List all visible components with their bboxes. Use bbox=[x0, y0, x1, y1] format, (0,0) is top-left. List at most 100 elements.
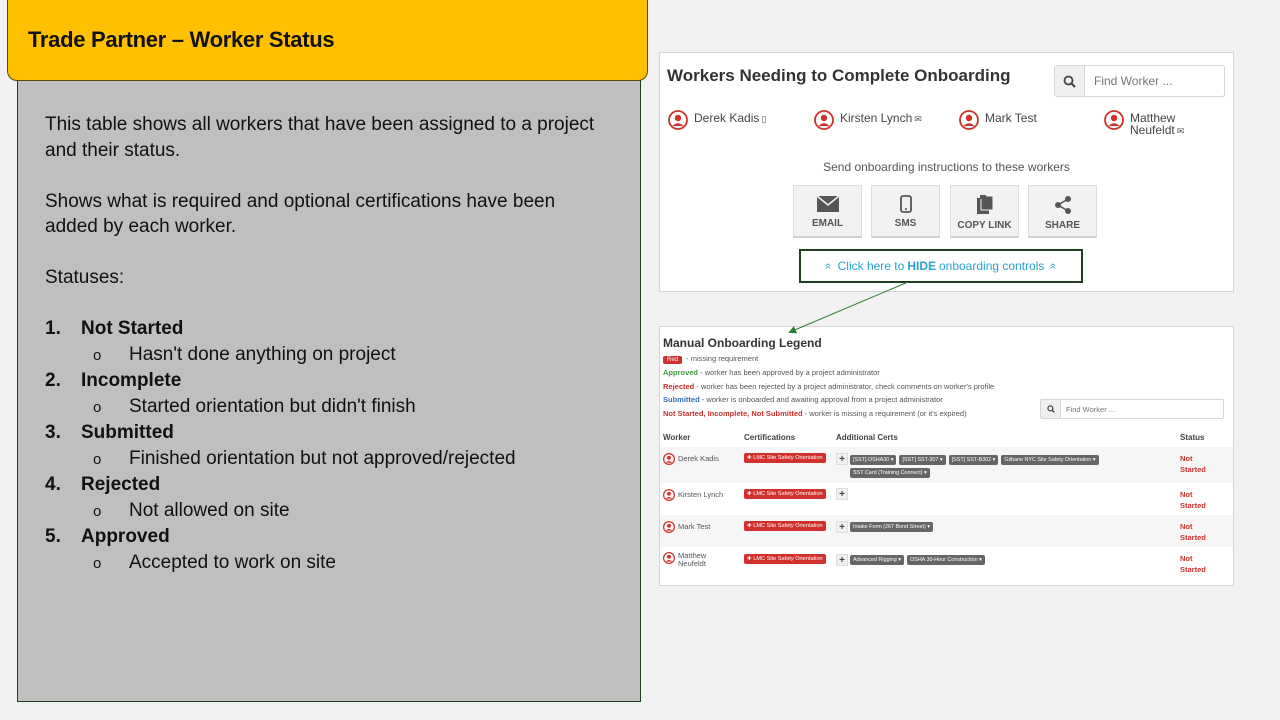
worker-name: Mark Test bbox=[985, 111, 1037, 125]
legend-rejected: Rejected - worker has been rejected by a… bbox=[663, 382, 995, 391]
clipboard-icon bbox=[976, 195, 993, 214]
column-header-status: Status bbox=[1180, 433, 1205, 442]
worker-derek-kadis[interactable]: Derek Kadis ▯ bbox=[668, 110, 766, 130]
legend-title: Manual Onboarding Legend bbox=[663, 336, 822, 350]
send-instructions-label: Send onboarding instructions to these wo… bbox=[823, 160, 1070, 174]
onboarding-controls-panel: Workers Needing to Complete Onboarding D… bbox=[659, 52, 1234, 292]
cert-tag[interactable]: OSHA 30-Hour Construction ▾ bbox=[906, 555, 985, 565]
mobile-icon: ▯ bbox=[761, 114, 767, 124]
table-row: Kirsten Lynch ✚ LMC Site Safety Orientat… bbox=[660, 483, 1233, 515]
share-button[interactable]: SHARE bbox=[1028, 185, 1097, 238]
worker-mark-test[interactable]: Mark Test bbox=[959, 110, 1037, 130]
column-header-certifications: Certifications bbox=[744, 433, 796, 442]
search-icon[interactable] bbox=[1055, 66, 1085, 96]
envelope-icon bbox=[815, 195, 840, 212]
add-cert-button[interactable]: + bbox=[836, 488, 848, 500]
status-item: 2. Incomplete bbox=[45, 370, 182, 391]
worker-matthew-neufeldt[interactable]: Matthew Neufeldt ✉ bbox=[1104, 110, 1184, 137]
add-cert-button[interactable]: + bbox=[836, 453, 848, 465]
status-cell: Not Started bbox=[1180, 454, 1206, 474]
status-desc: o Started orientation but didn't finish bbox=[93, 395, 416, 417]
find-worker-input[interactable] bbox=[1085, 66, 1224, 96]
worker-cell[interactable]: Matthew bbox=[663, 552, 706, 564]
cert-tag[interactable]: [SST] SST-307 ▾ bbox=[899, 455, 946, 465]
table-row: Matthew Neufeldt ✚ LMC Site Safety Orien… bbox=[660, 547, 1233, 583]
required-cert-badge[interactable]: ✚ LMC Site Safety Orientation bbox=[744, 521, 826, 531]
user-avatar-icon bbox=[663, 552, 675, 564]
worker-kirsten-lynch[interactable]: Kirsten Lynch ✉ bbox=[814, 110, 922, 130]
cert-tag[interactable]: Gilbane NYC Site Safety Orientation ▾ bbox=[1001, 455, 1099, 465]
double-chevron-up-icon: » bbox=[1047, 262, 1060, 270]
required-cert-badge[interactable]: ✚ LMC Site Safety Orientation bbox=[744, 554, 826, 564]
mobile-phone-icon bbox=[899, 195, 912, 213]
user-avatar-icon bbox=[663, 521, 675, 533]
sms-button[interactable]: SMS bbox=[871, 185, 940, 238]
worker-name: Matthew Neufeldt ✉ bbox=[1130, 111, 1185, 137]
add-cert-button[interactable]: + bbox=[836, 554, 848, 566]
worker-name: Derek Kadis ▯ bbox=[694, 111, 767, 125]
description-panel: This table shows all workers that have b… bbox=[17, 78, 641, 702]
add-cert-button[interactable]: + bbox=[836, 521, 848, 533]
find-worker-input-table[interactable] bbox=[1061, 400, 1223, 418]
find-worker-box bbox=[1054, 65, 1225, 97]
legend-red: Red - missing requirement bbox=[663, 354, 758, 364]
status-item: 4. Rejected bbox=[45, 474, 161, 495]
legend-submitted: Submitted - worker is onboarded and awai… bbox=[663, 395, 943, 404]
worker-cell[interactable]: Derek Kadis bbox=[663, 453, 719, 465]
copy-link-button[interactable]: COPY LINK bbox=[950, 185, 1019, 238]
user-avatar-icon bbox=[663, 489, 675, 501]
status-label: Rejected bbox=[81, 474, 161, 495]
worker-cell[interactable]: Mark Test bbox=[663, 521, 710, 533]
slide-title-bar: Trade Partner – Worker Status bbox=[7, 0, 648, 81]
status-cell: Not Started bbox=[1180, 490, 1206, 510]
column-header-additional-certs: Additional Certs bbox=[836, 433, 898, 442]
table-row: Mark Test ✚ LMC Site Safety Orientation … bbox=[660, 515, 1233, 547]
legend-approved: Approved - worker has been approved by a… bbox=[663, 368, 880, 377]
column-header-worker: Worker bbox=[663, 433, 691, 442]
share-icon bbox=[1054, 196, 1071, 214]
status-label: Not Started bbox=[81, 318, 184, 339]
search-icon[interactable] bbox=[1041, 400, 1061, 418]
cert-tag[interactable]: Advanced Rigging ▾ bbox=[850, 555, 904, 565]
worker-name: Kirsten Lynch ✉ bbox=[840, 111, 922, 125]
onboarding-title: Workers Needing to Complete Onboarding bbox=[667, 66, 1011, 85]
status-item: 3. Submitted bbox=[45, 422, 174, 443]
cert-tag[interactable]: Intake Form (267 Bond Street) ▾ bbox=[850, 522, 934, 532]
status-label: Incomplete bbox=[81, 370, 182, 391]
status-item: 5. Approved bbox=[45, 526, 170, 547]
status-desc: o Finished orientation but not approved/r… bbox=[93, 447, 516, 469]
additional-certs: [SST] OSHA30 ▾ [SST] SST-307 ▾ [SST] SST… bbox=[850, 455, 1170, 478]
manual-onboarding-panel: Manual Onboarding Legend Red - missing r… bbox=[659, 326, 1234, 586]
hide-onboarding-controls-link[interactable]: » Click here to HIDE onboarding controls » bbox=[799, 249, 1083, 283]
user-avatar-icon bbox=[668, 110, 688, 130]
additional-certs: Advanced Rigging ▾ OSHA 30-Hour Construc… bbox=[850, 555, 1170, 565]
cert-tag[interactable]: SST Card (Training Connect) ▾ bbox=[850, 468, 930, 478]
required-cert-badge[interactable]: ✚ LMC Site Safety Orientation bbox=[744, 453, 826, 463]
find-worker-box-table bbox=[1040, 399, 1224, 419]
user-avatar-icon bbox=[814, 110, 834, 130]
table-row: Derek Kadis ✚ LMC Site Safety Orientatio… bbox=[660, 447, 1233, 483]
status-cell: Not Started bbox=[1180, 522, 1206, 542]
status-label: Submitted bbox=[81, 422, 174, 443]
status-cell: Not Started bbox=[1180, 554, 1206, 574]
worker-name-line2: Neufeldt bbox=[678, 559, 706, 568]
status-desc: o Hasn't done anything on project bbox=[93, 343, 396, 365]
email-button[interactable]: EMAIL bbox=[793, 185, 862, 238]
statuses-heading: Statuses: bbox=[45, 267, 125, 288]
double-chevron-up-icon: » bbox=[822, 262, 835, 270]
user-avatar-icon bbox=[959, 110, 979, 130]
email-icon: ✉ bbox=[1176, 126, 1185, 136]
slide-title: Trade Partner – Worker Status bbox=[28, 27, 335, 52]
required-cert-badge[interactable]: ✚ LMC Site Safety Orientation bbox=[744, 489, 826, 499]
cert-tag[interactable]: [SST] OSHA30 ▾ bbox=[850, 455, 897, 465]
status-list: 1. Not Started o Hasn't done anything on p… bbox=[45, 316, 605, 576]
email-icon: ✉ bbox=[914, 114, 922, 124]
worker-cell[interactable]: Kirsten Lynch bbox=[663, 489, 723, 501]
description-text: This table shows all workers that have b… bbox=[45, 112, 605, 576]
status-desc: o Accepted to work on site bbox=[93, 551, 336, 573]
legend-missing: Not Started, Incomplete, Not Submitted -… bbox=[663, 409, 967, 418]
status-label: Approved bbox=[81, 526, 170, 547]
user-avatar-icon bbox=[663, 453, 675, 465]
cert-tag[interactable]: [SST] SST-B302 ▾ bbox=[948, 455, 999, 465]
status-desc: o Not allowed on site bbox=[93, 499, 290, 521]
